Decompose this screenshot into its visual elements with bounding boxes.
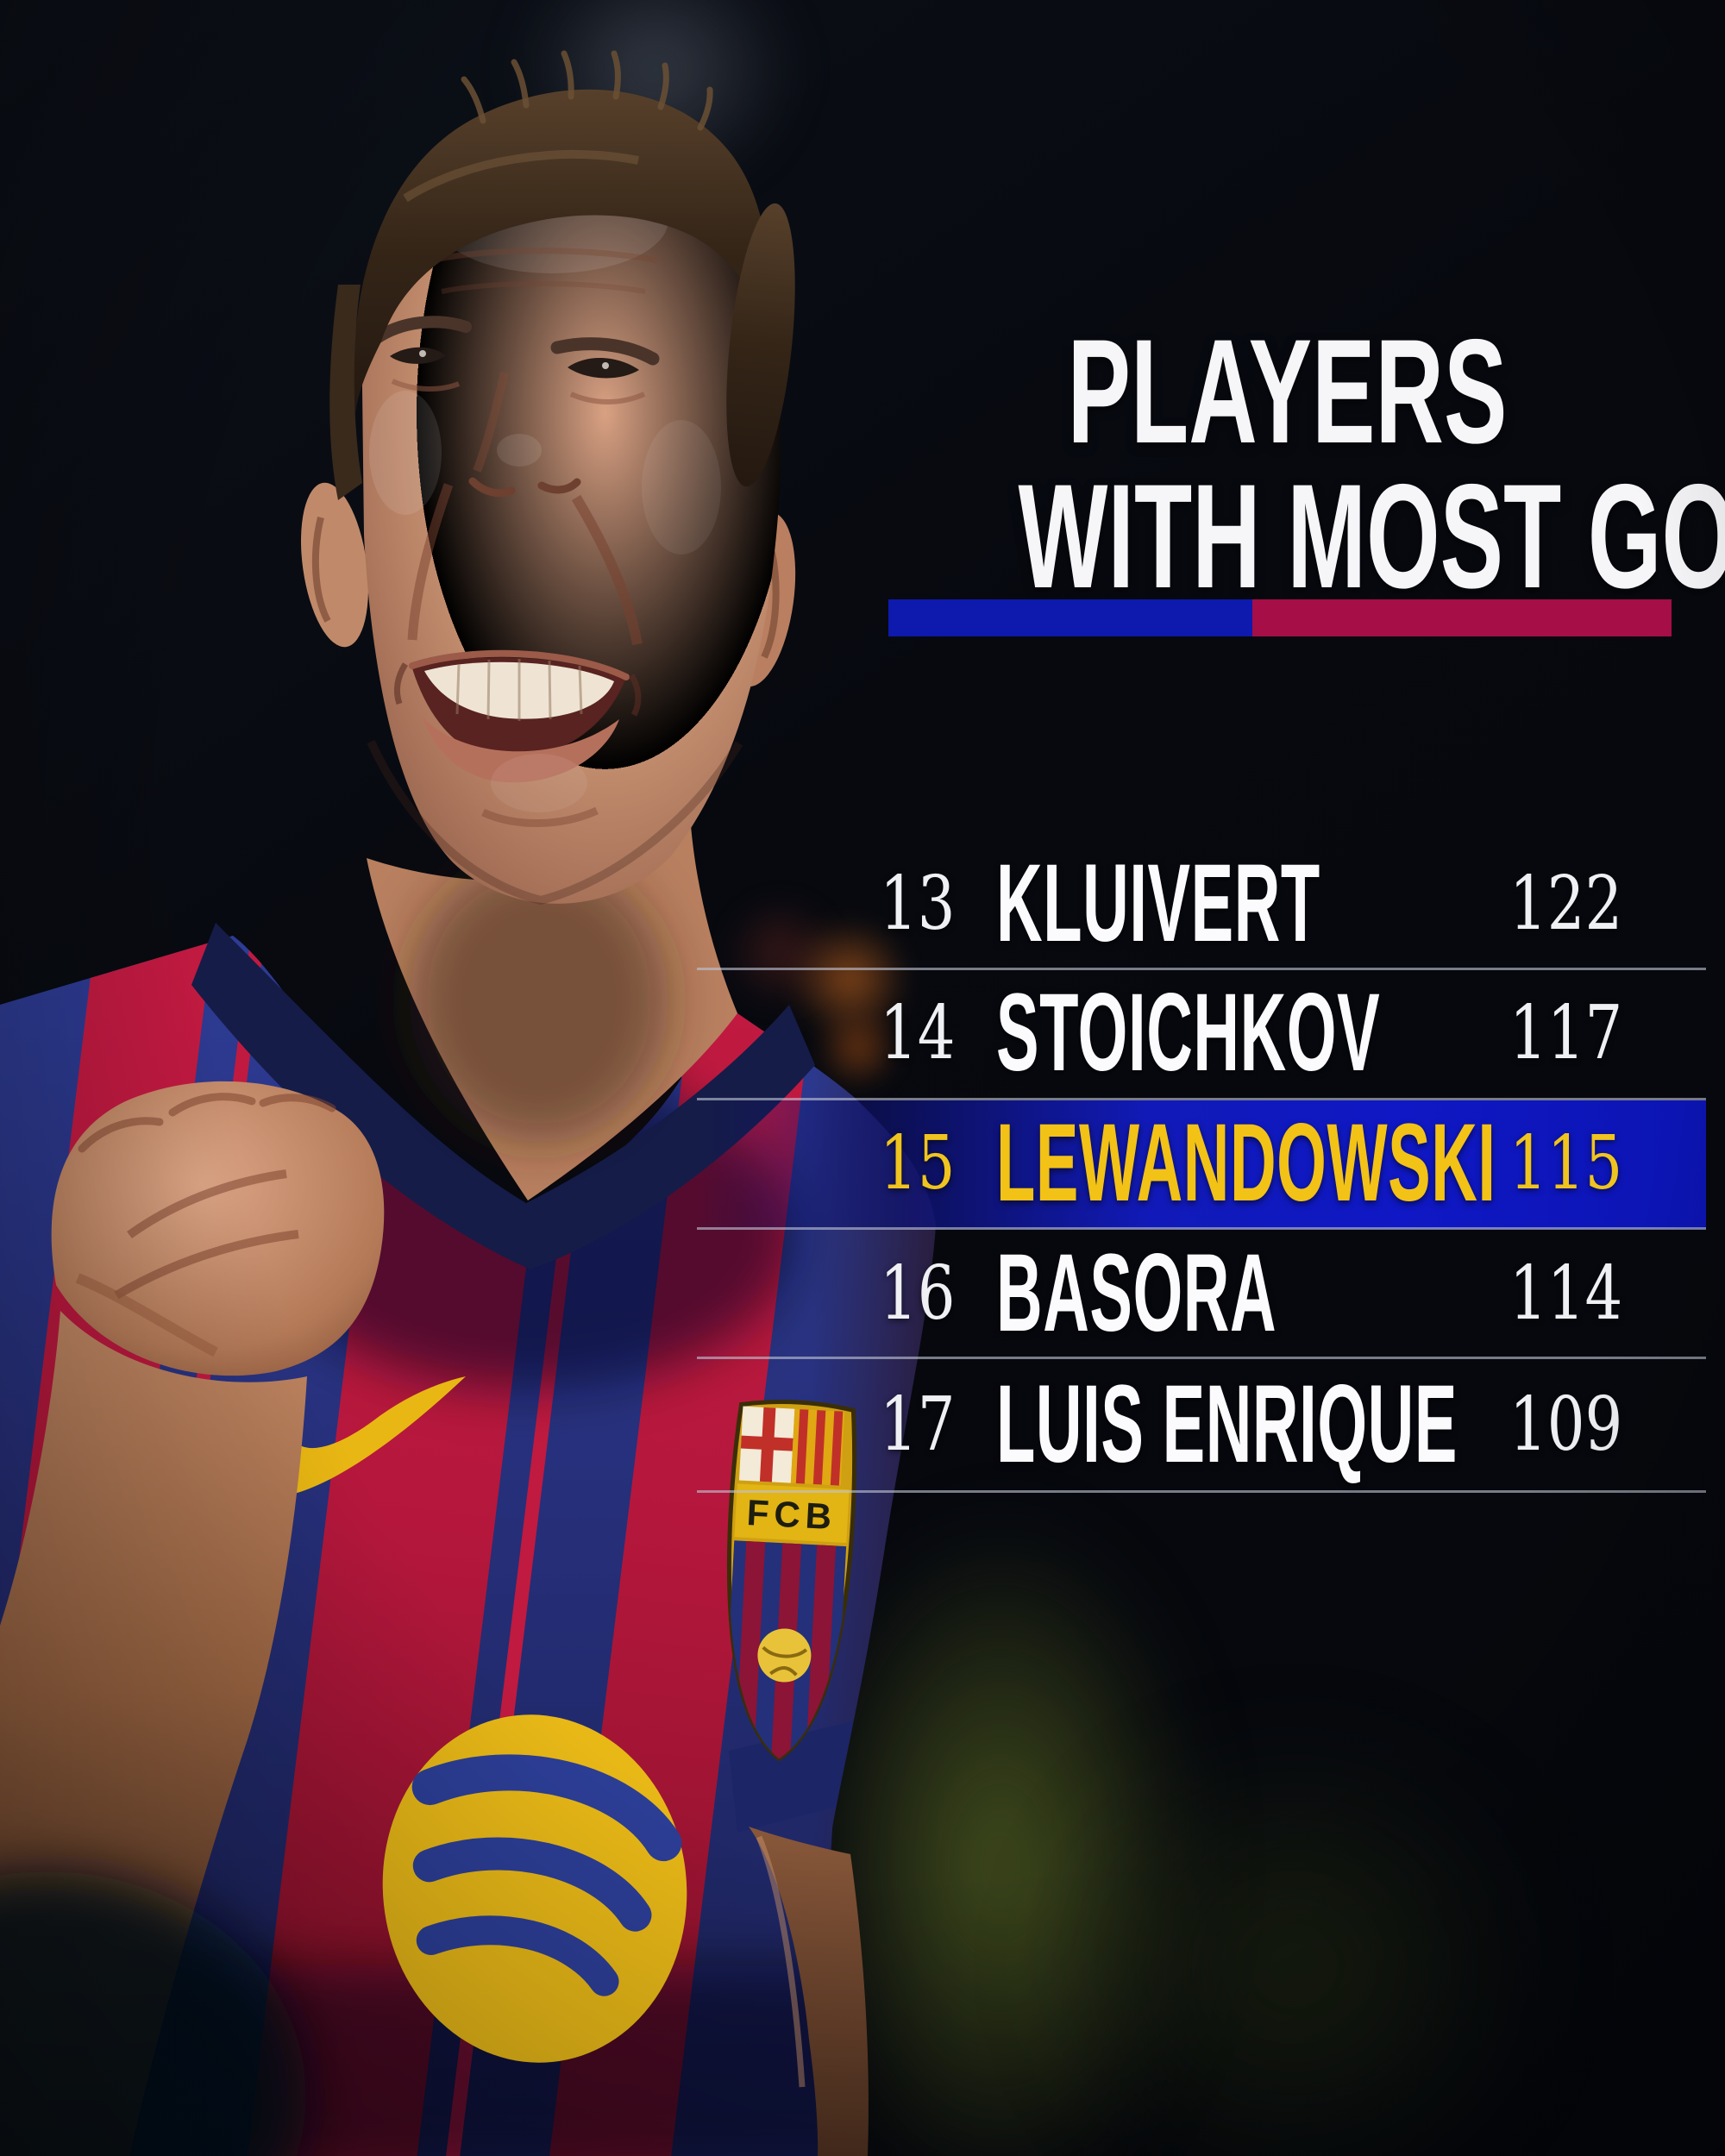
rank-cell: 13 xyxy=(880,849,956,959)
nike-swoosh-icon xyxy=(254,1376,466,1495)
player-cell: BASORA xyxy=(996,1238,1307,1349)
player-fist xyxy=(51,1081,385,1376)
rank-cell: 15 xyxy=(880,1108,956,1219)
goals-cell: 122 xyxy=(1509,849,1661,959)
player-right-arm xyxy=(749,1827,869,2156)
page-title-line1: PLAYERS xyxy=(1019,317,1557,466)
highlight-bar xyxy=(697,1100,1706,1229)
title-underline-bar xyxy=(888,599,1672,636)
goals-cell: 117 xyxy=(1509,978,1661,1088)
player-hair xyxy=(329,50,795,500)
goals-cell: 114 xyxy=(1509,1238,1661,1349)
spotify-icon xyxy=(382,1714,687,2063)
crest-text: FCB xyxy=(746,1492,838,1537)
player-cell: KLUIVERT xyxy=(996,849,1320,959)
rank-cell: 14 xyxy=(880,978,956,1088)
row-separator xyxy=(697,1357,1706,1359)
row-separator xyxy=(697,1098,1706,1100)
row-separator xyxy=(697,1490,1706,1493)
row-separator xyxy=(697,968,1706,970)
goals-cell: 115 xyxy=(1509,1108,1661,1219)
rank-cell: 16 xyxy=(880,1238,956,1349)
jersey-collar xyxy=(191,923,815,1269)
row-separator xyxy=(697,1227,1706,1230)
title-block: PLAYERS WITH MOST GOALS xyxy=(867,317,1725,611)
rank-cell: 17 xyxy=(880,1369,956,1480)
fcb-crest-icon: FCB xyxy=(722,1399,857,1763)
goals-cell: 109 xyxy=(1509,1369,1661,1480)
